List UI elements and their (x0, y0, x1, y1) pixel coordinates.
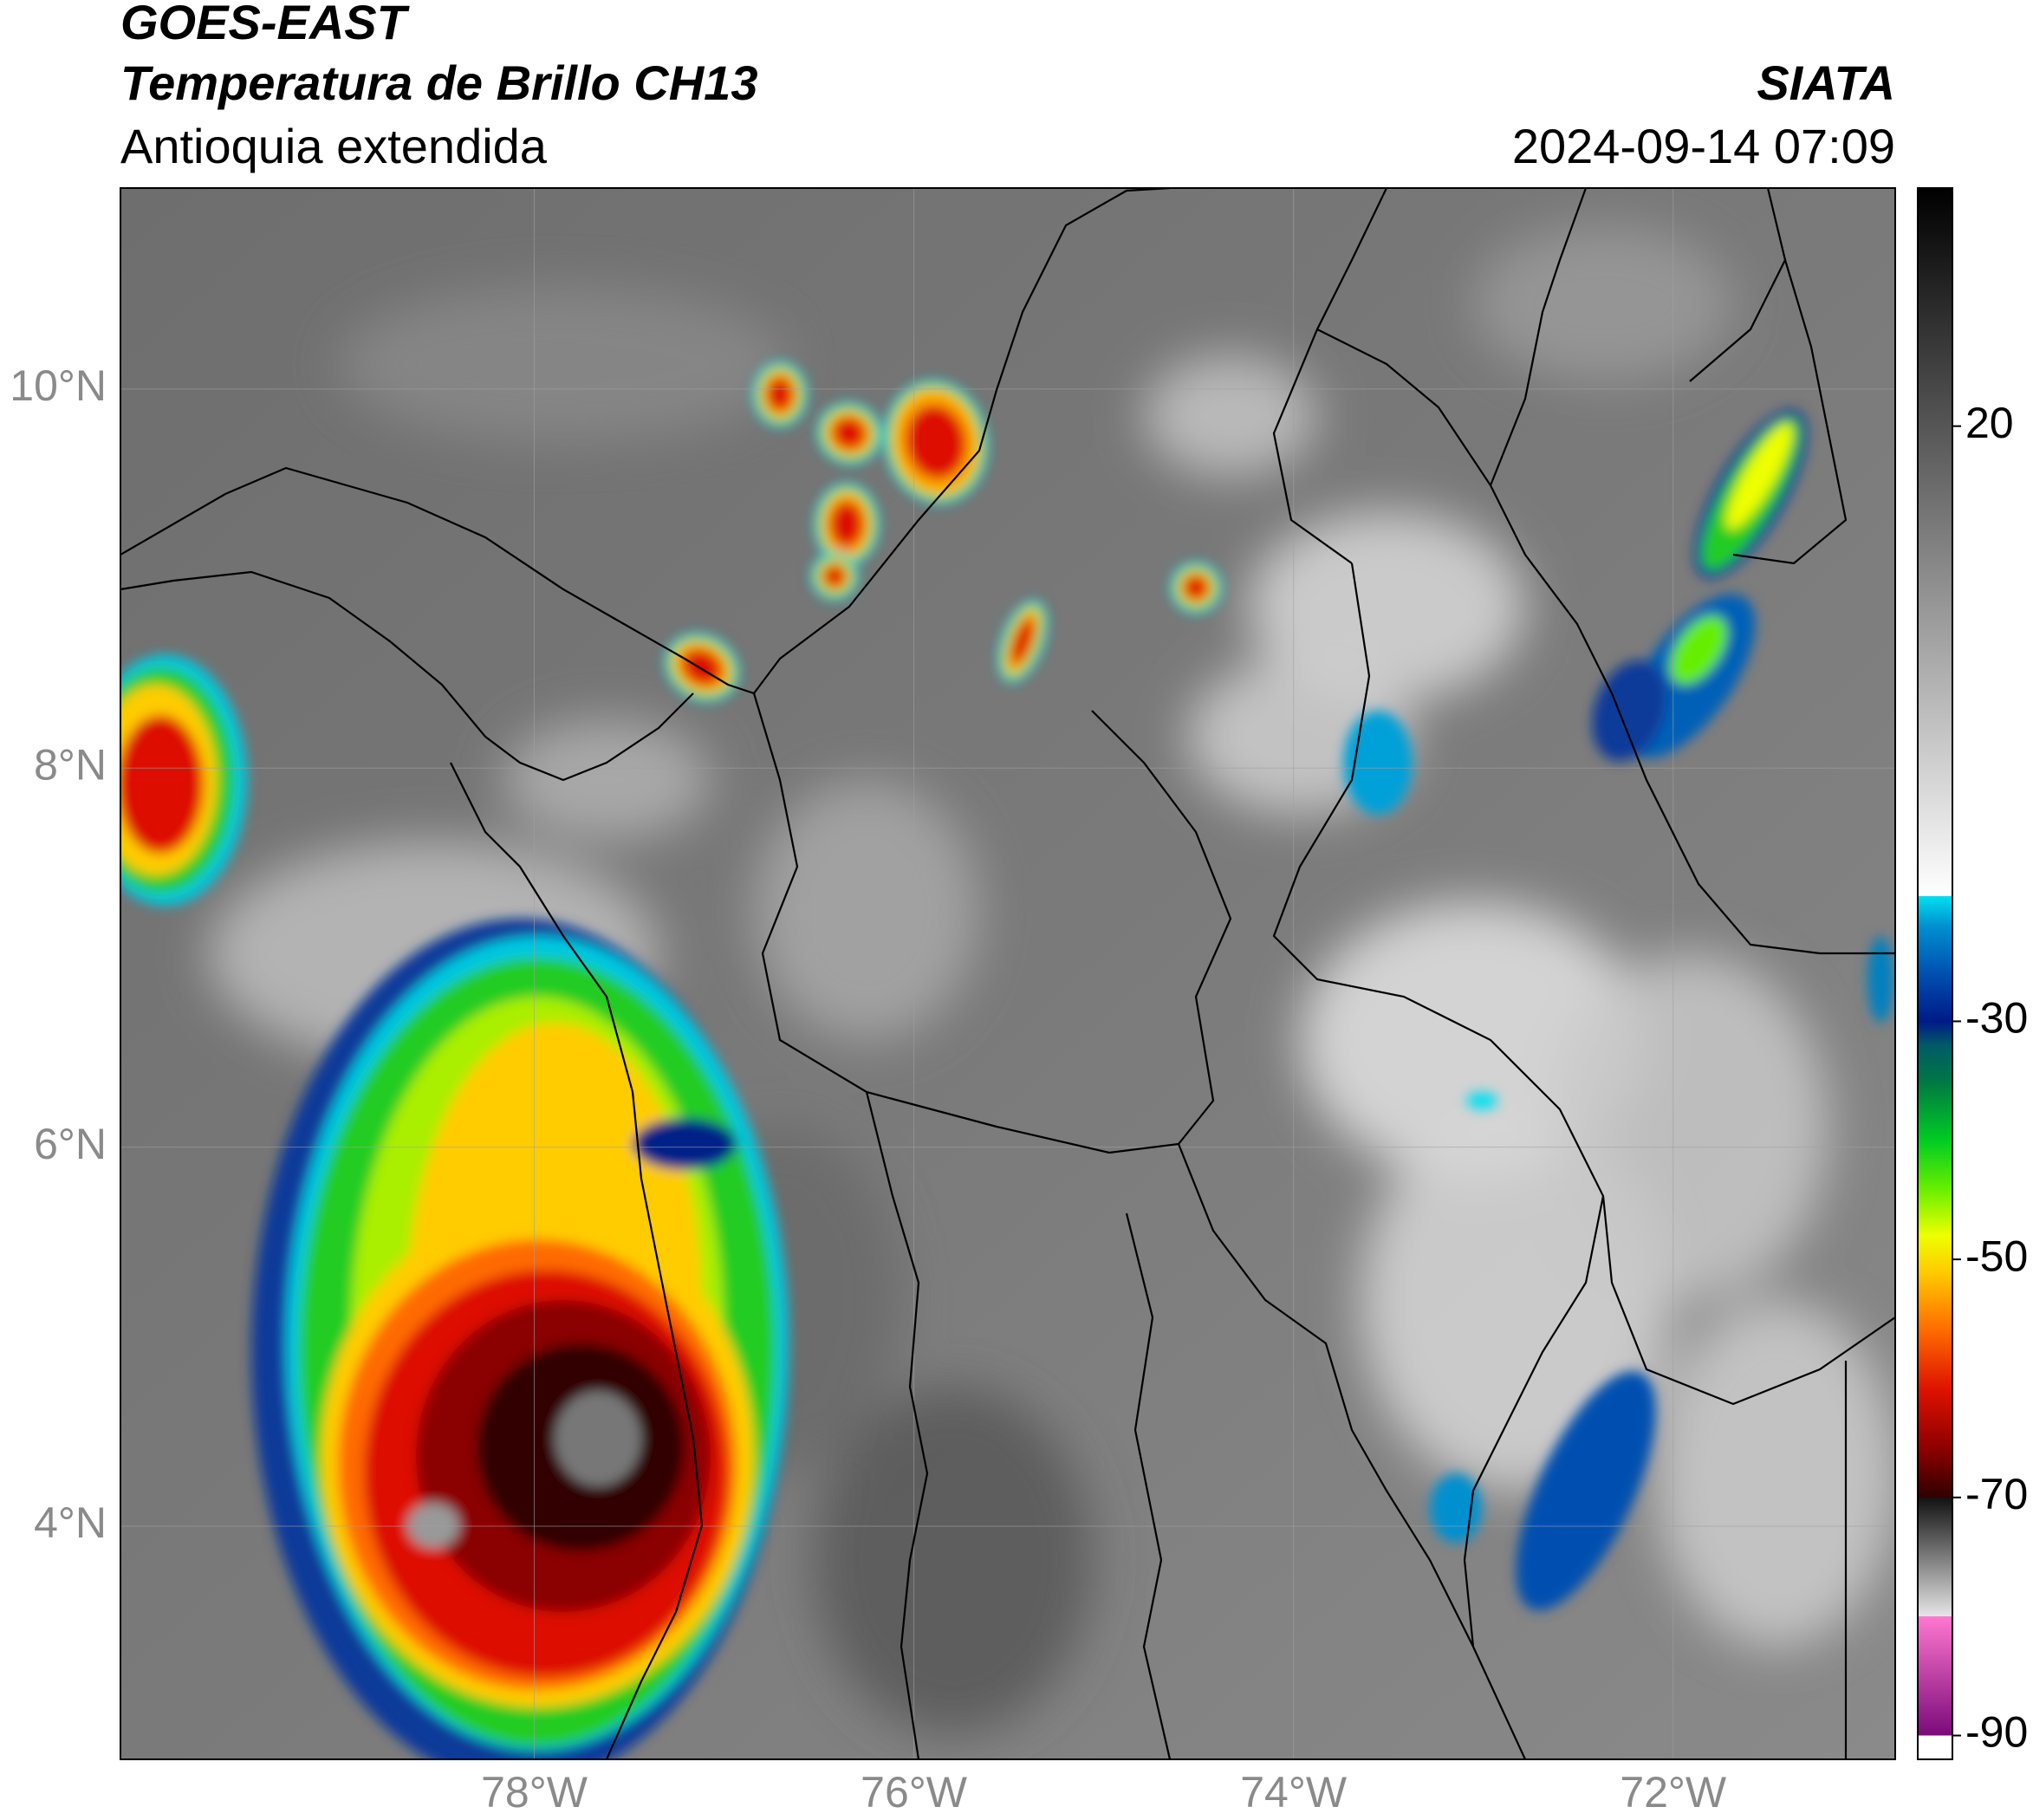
storm-cell (829, 501, 864, 548)
y-tick-label: 8°N (34, 740, 107, 789)
region-subtitle: Antioquia extendida (120, 119, 548, 173)
source-label: SIATA (1757, 55, 1895, 110)
x-tick-label: 76°W (861, 1768, 968, 1817)
y-tick-label: 4°N (34, 1498, 107, 1547)
coastline (753, 188, 1171, 694)
storm-cell (120, 715, 204, 854)
cloud (1473, 225, 1733, 381)
colorbar (1917, 187, 1953, 1760)
axes: 78°W 76°W 74°W 72°W 4°N 6°N 8°N 10°N 20 -30 -50 -70… (10, 361, 2028, 1817)
grid (120, 188, 1895, 1759)
storm-cell (1516, 1371, 1656, 1610)
storm-cell (766, 377, 794, 412)
x-tick-label: 78°W (481, 1768, 588, 1817)
storm-cell (1592, 660, 1666, 762)
storm-cell (823, 565, 846, 588)
cloud (815, 1387, 1092, 1733)
coastline (120, 570, 694, 782)
storm-cell (1466, 1092, 1497, 1109)
storm-field (120, 361, 1893, 1759)
border (1272, 562, 1895, 1406)
storm-cell (1867, 936, 1893, 1023)
x-tick-label: 74°W (1240, 1768, 1348, 1817)
storm-cell (1670, 615, 1727, 685)
product-title: Temperatura de Brillo CH13 (120, 55, 757, 110)
cloud (1144, 355, 1317, 477)
storm-cell (905, 404, 967, 480)
coastline (1689, 188, 1848, 565)
border (1177, 1143, 1526, 1759)
x-tick-label: 72°W (1620, 1768, 1727, 1817)
datetime-label: 2024-09-14 07:09 (1512, 119, 1895, 173)
coastline (120, 466, 755, 695)
cloud (754, 780, 979, 1040)
satellite-title: GOES-EAST (120, 0, 411, 49)
y-tick-label: 6°N (34, 1120, 107, 1168)
border (1316, 328, 1895, 955)
border (1489, 188, 1588, 486)
storm-cell (1010, 618, 1035, 665)
storm-cell (1725, 423, 1793, 530)
storm-cell (1430, 1473, 1482, 1543)
cloud (1655, 1300, 1895, 1647)
colorbar-tick-label: -70 (1965, 1470, 2028, 1518)
cloud (1248, 511, 1525, 702)
coastline (450, 762, 704, 1759)
cloud (503, 719, 711, 841)
storm-cell (633, 1118, 737, 1170)
border (1272, 188, 1387, 564)
border (752, 692, 1232, 1154)
storm-cell (1184, 575, 1208, 600)
borders (120, 188, 1895, 1759)
colorbar-tick-label: -90 (1965, 1708, 2028, 1757)
storm-cell (1343, 711, 1413, 815)
map-frame (120, 187, 1896, 1760)
storm-cell (407, 1503, 459, 1548)
colorbar-tick-label: -30 (1965, 994, 2028, 1043)
storm-cell (832, 417, 867, 450)
border (1463, 1195, 1605, 1648)
cloud (338, 286, 789, 442)
y-tick-label: 10°N (10, 361, 107, 410)
colorbar-tick-label: 20 (1965, 399, 2014, 447)
cloud (1551, 953, 1828, 1300)
storm-cell (681, 649, 723, 686)
border (865, 1091, 1172, 1759)
map-image (120, 188, 1895, 1759)
colorbar-tick-label: -50 (1965, 1232, 2028, 1280)
storm-cell (555, 1391, 641, 1486)
